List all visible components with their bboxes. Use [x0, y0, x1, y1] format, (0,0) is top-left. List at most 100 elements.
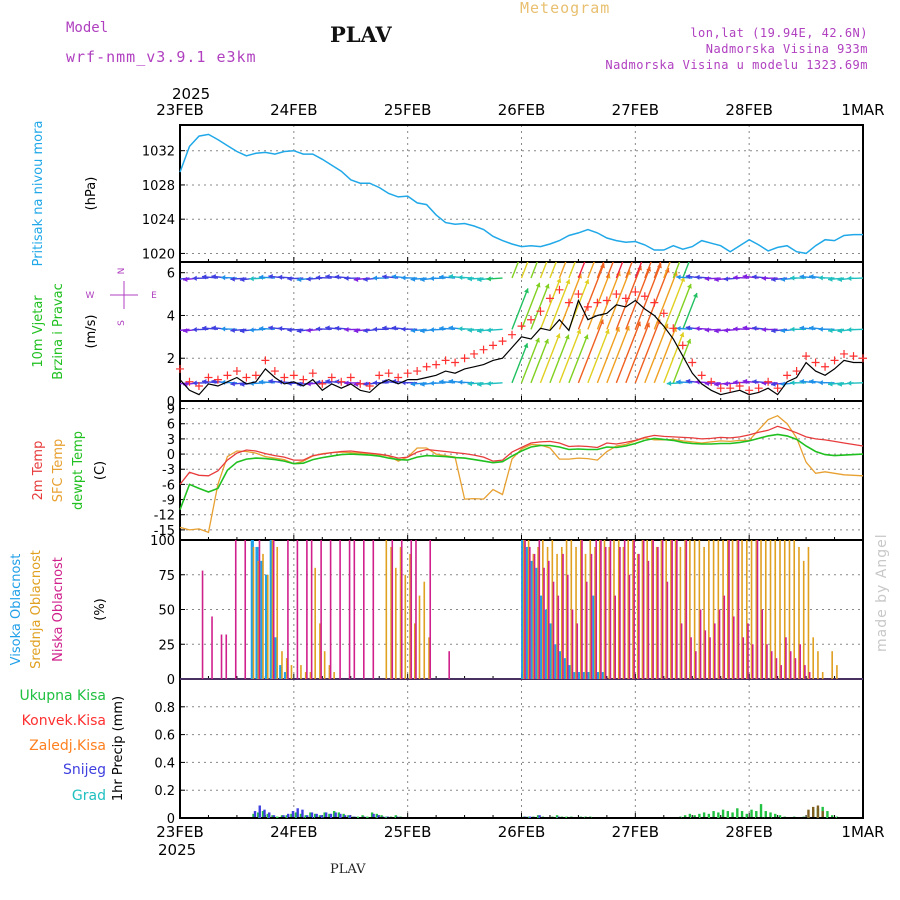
wind-arrow-head [714, 276, 719, 283]
wind-title-1: 10m Vjetar [31, 295, 46, 368]
precip-bar-0 [717, 812, 720, 818]
wind-arrow-head [296, 328, 302, 334]
cloud-bar-1 [323, 651, 326, 679]
x-tick-label-top: 1MAR [841, 101, 884, 119]
cloud-bar-2 [244, 540, 247, 679]
wind-arrow-head [606, 220, 611, 225]
y-tick-label: 4 [167, 309, 175, 324]
x-tick-label-top: 27FEB [612, 101, 659, 119]
wind-arrow-head [458, 326, 463, 332]
precip-legend-0: Ukupna Kisa [19, 688, 106, 704]
wind-arrow-head [164, 327, 168, 332]
wind-arrow-head [714, 328, 719, 334]
cloud-bar-2 [562, 553, 564, 679]
cloud-bar-1 [755, 540, 758, 679]
x-tick-label-top: 26FEB [498, 101, 545, 119]
gust-marker [612, 290, 621, 299]
wind-arrow-head [809, 274, 814, 280]
wind-arrow-head [599, 319, 604, 325]
cloud-bar-2 [623, 540, 626, 679]
gust-marker [650, 298, 659, 307]
cloud-bar-2 [410, 540, 413, 679]
wind-arrow-head [363, 276, 368, 282]
wind-arrow-head [486, 327, 491, 333]
cloud-bar-0 [559, 651, 563, 679]
wind-arrow-head [363, 328, 368, 334]
cloud-bar-1 [413, 623, 416, 679]
cloud-bar-1 [542, 540, 544, 679]
cloud-bar-2 [808, 672, 811, 679]
wind-arrow-head [809, 325, 814, 331]
wind-arrow [672, 262, 681, 279]
gust-marker [394, 373, 403, 382]
precip-bar-0 [731, 812, 734, 818]
cloud-bar-2 [571, 609, 574, 679]
cloud-bar-2 [628, 574, 631, 679]
y-tick-label: 2 [167, 352, 175, 367]
wind-arrow-head [277, 379, 283, 385]
x-tick-label-top: 28FEB [725, 101, 772, 119]
wind-arrow-head [688, 231, 693, 236]
wind-arrow-head [555, 333, 561, 339]
wind-arrow-head [268, 325, 273, 331]
cloud-bar-2 [785, 637, 787, 679]
wind-arrow-head [761, 327, 766, 333]
cloud-bar-2 [329, 540, 332, 679]
wind-arrow [558, 262, 567, 279]
precip-bar-0 [271, 815, 274, 818]
precip-legend-2: Zaledj.Kisa [29, 738, 106, 754]
cloud-bar-0 [540, 595, 544, 679]
precip-legend-3: Snijeg [63, 762, 106, 778]
wind-arrow-head [576, 329, 582, 335]
wind-arrow [596, 262, 605, 279]
wind-arrow-head [211, 325, 216, 331]
gust-marker [716, 384, 725, 393]
precip-bar-0 [375, 813, 379, 818]
year-label-bottom: 2025 [158, 841, 196, 859]
y-tick-label: 1020 [142, 247, 175, 262]
cloud-bar-1 [679, 546, 682, 679]
precip-unit: 1hr Precip (mm) [111, 696, 126, 801]
wind-arrow [625, 262, 633, 279]
gust-marker [299, 375, 308, 384]
gust-marker [811, 358, 820, 367]
cloud-bar-0 [283, 672, 288, 679]
cloud-bar-2 [609, 540, 612, 679]
wind-arrow [606, 270, 631, 330]
gust-marker [242, 373, 251, 382]
cloud-bar-1 [670, 540, 672, 679]
wind-arrow-head [220, 275, 226, 281]
panel-frame [179, 400, 864, 541]
cloud-bar-1 [836, 665, 838, 679]
precip-bar-1 [320, 815, 323, 818]
cloud-bar-2 [619, 546, 621, 679]
cloud-bar-0 [544, 609, 548, 679]
cloud-legend-0: Visoka Oblacnost [9, 554, 24, 666]
x-tick-label-bottom: 28FEB [725, 823, 772, 841]
wind-arrow-head [535, 282, 541, 288]
wind-arrow-head [761, 275, 766, 281]
wind-arrow-head [535, 337, 540, 343]
temp-unit: (C) [93, 461, 108, 480]
gust-marker [735, 382, 744, 391]
gust-marker [726, 384, 735, 393]
precip-bar-2 [821, 811, 824, 818]
temp-legend-0: 2m Temp [31, 441, 46, 501]
wind-arrow-head [837, 276, 843, 282]
y-tick-label: 9 [167, 403, 175, 418]
cloud-bar-2 [234, 540, 237, 679]
wind-arrow [606, 262, 614, 279]
wind-arrow-head [692, 292, 698, 298]
footer-city: PLAV [330, 862, 366, 877]
meteogram-label: Meteogram [520, 0, 611, 17]
cloud-bar-1 [727, 540, 729, 679]
precip-bar-2 [811, 806, 815, 818]
wind-arrow-head [523, 288, 529, 294]
gust-marker [356, 379, 365, 388]
wind-arrow-head [353, 276, 359, 282]
wind-arrow [520, 282, 541, 330]
pressure-title: Pritisak na nivou mora [31, 121, 46, 267]
wind-arrow-head [752, 379, 757, 385]
cloud-bar-1 [779, 540, 781, 679]
